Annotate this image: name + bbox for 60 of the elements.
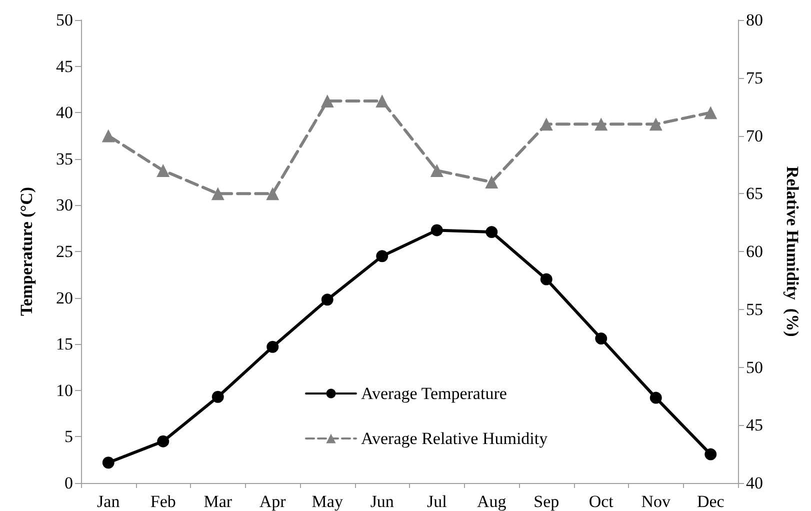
legend-label: Average Temperature (361, 384, 507, 403)
point (320, 94, 334, 108)
point (156, 164, 170, 177)
point (376, 94, 389, 108)
point (594, 118, 608, 131)
y2-axis-title: Relative Humidity (%) (783, 166, 802, 337)
point (540, 273, 552, 286)
point (157, 435, 170, 448)
y2-tick-label: 45 (746, 416, 763, 435)
point (430, 164, 444, 177)
y2-tick-label: 55 (746, 300, 763, 319)
point (321, 294, 334, 306)
y2-tick-label: 80 (746, 10, 763, 30)
y-tick-label: 10 (56, 380, 73, 400)
y-tick-label: 40 (56, 103, 73, 122)
y-tick-label: 5 (64, 427, 73, 446)
point (649, 118, 662, 131)
point (650, 392, 662, 404)
x-tick-label: Sep (534, 492, 560, 511)
x-tick-label: Apr (259, 492, 286, 511)
point (211, 187, 224, 200)
x-tick-label: May (312, 492, 344, 511)
y-tick-label: 45 (56, 56, 73, 76)
point (266, 187, 280, 200)
y-tick-label: 30 (56, 196, 73, 215)
point (486, 226, 498, 238)
x-tick-label: Oct (588, 492, 614, 511)
x-tick-label: Jan (97, 492, 120, 511)
point (102, 129, 115, 142)
point (540, 118, 553, 131)
y2-tick-label: 70 (746, 126, 763, 146)
y2-tick-label: 40 (746, 474, 763, 492)
x-tick-label: Dec (696, 492, 725, 511)
x-tick-label: Mar (204, 492, 232, 511)
x-tick-label: Feb (150, 492, 176, 511)
point (485, 176, 498, 189)
y-tick-label: 0 (64, 474, 73, 492)
point (704, 106, 718, 120)
point (704, 448, 717, 460)
point (266, 340, 279, 353)
x-tick-label: Jul (426, 492, 448, 511)
y-axis-title: Temperature (°C) (17, 186, 36, 316)
y2-tick-label: 50 (746, 358, 763, 377)
x-tick-label: Aug (476, 492, 507, 511)
y-tick-label: 25 (56, 242, 73, 261)
x-tick-label: Nov (641, 492, 672, 511)
point (595, 332, 608, 345)
point (376, 250, 388, 262)
y2-tick-label: 65 (746, 184, 763, 204)
y-tick-label: 15 (56, 334, 73, 354)
y-tick-label: 20 (56, 288, 73, 308)
x-tick-label: Jun (370, 492, 394, 511)
point (212, 390, 224, 403)
y2-tick-label: 60 (746, 242, 763, 261)
y-tick-label: 35 (56, 149, 73, 168)
y2-tick-label: 75 (746, 68, 763, 88)
point (102, 456, 114, 469)
point (430, 224, 443, 236)
y-tick-label: 50 (56, 10, 73, 30)
legend-label: Average Relative Humidity (361, 429, 548, 448)
